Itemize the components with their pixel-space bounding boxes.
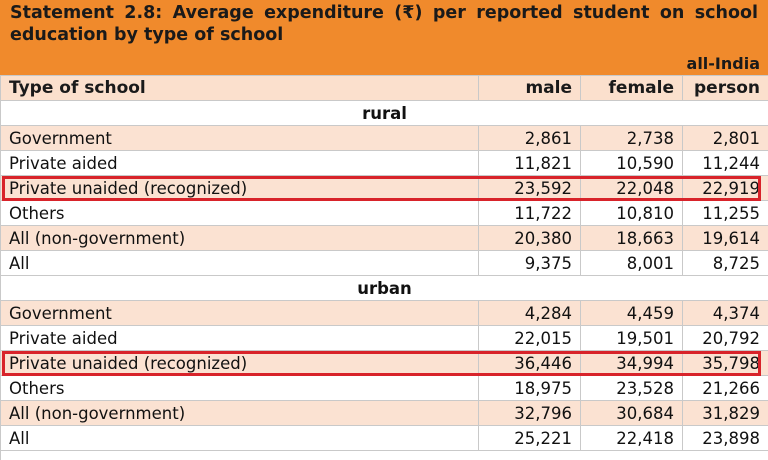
cell-person: 35,798	[682, 350, 768, 376]
cell-male: 23,592	[478, 175, 581, 201]
cell-male: 18,975	[478, 375, 581, 401]
row-label: Private aided	[0, 325, 479, 351]
section-row-rural: rural	[0, 100, 768, 126]
cell-female: 19,501	[580, 325, 683, 351]
row-label: Private unaided (recognized)	[0, 350, 479, 376]
column-header-person: person	[682, 75, 768, 101]
cell-person: 11,255	[682, 200, 768, 226]
column-header-type: Type of school	[0, 75, 479, 101]
row-label: All	[0, 425, 479, 451]
table-row: All (non-government) 32,796 30,684 31,82…	[0, 400, 768, 426]
scope-label: all-India	[686, 54, 760, 73]
section-label: rural	[0, 100, 768, 126]
table-row: Private unaided (recognized) 36,446 34,9…	[0, 350, 768, 376]
cell-male: 9,375	[478, 250, 581, 276]
table-row: All (non-government) 20,380 18,663 19,61…	[0, 225, 768, 251]
cell-male: 20,380	[478, 225, 581, 251]
cell-male: 22,015	[478, 325, 581, 351]
cell-person: 20,792	[682, 325, 768, 351]
cell-person: 21,266	[682, 375, 768, 401]
table-row: Private unaided (recognized) 23,592 22,0…	[0, 175, 768, 201]
cell-person: 31,829	[682, 400, 768, 426]
table-row: Government 4,284 4,459 4,374	[0, 300, 768, 326]
table-row: All 25,221 22,418 23,898	[0, 425, 768, 451]
table-row: Others 11,722 10,810 11,255	[0, 200, 768, 226]
table-row: Others 18,975 23,528 21,266	[0, 375, 768, 401]
cell-female: 22,048	[580, 175, 683, 201]
column-header-male: male	[478, 75, 581, 101]
cell-female: 18,663	[580, 225, 683, 251]
cell-male: 4,284	[478, 300, 581, 326]
cell-person: 19,614	[682, 225, 768, 251]
table-row: Government 2,861 2,738 2,801	[0, 125, 768, 151]
table-row: Private aided 22,015 19,501 20,792	[0, 325, 768, 351]
row-label: Government	[0, 300, 479, 326]
row-label: Others	[0, 200, 479, 226]
cell-female: 23,528	[580, 375, 683, 401]
section-row-urban: urban	[0, 275, 768, 301]
cell-person: 4,374	[682, 300, 768, 326]
expenditure-table: Type of school male female person rural …	[0, 75, 768, 460]
cell-person: 23,898	[682, 425, 768, 451]
cell-person: 22,919	[682, 175, 768, 201]
cell-female: 10,810	[580, 200, 683, 226]
cell-male: 25,221	[478, 425, 581, 451]
cell-male: 11,722	[478, 200, 581, 226]
cell-person: 2,801	[682, 125, 768, 151]
statement-title: Statement 2.8: Average expenditure (₹) p…	[10, 3, 758, 45]
column-header-female: female	[580, 75, 683, 101]
table-row: Private aided 11,821 10,590 11,244	[0, 150, 768, 176]
cell-female: 4,459	[580, 300, 683, 326]
row-label: All (non-government)	[0, 400, 479, 426]
cell-male: 36,446	[478, 350, 581, 376]
section-label: urban	[0, 275, 768, 301]
cell-male: 2,861	[478, 125, 581, 151]
row-label: All	[0, 250, 479, 276]
row-label: Others	[0, 375, 479, 401]
cell-female: 8,001	[580, 250, 683, 276]
row-label: All (non-government)	[0, 225, 479, 251]
row-label: Government	[0, 125, 479, 151]
cut-off-row	[0, 450, 768, 460]
row-label: Private aided	[0, 150, 479, 176]
table-header-row: Type of school male female person	[0, 75, 768, 101]
table-row: All 9,375 8,001 8,725	[0, 250, 768, 276]
cell-female: 30,684	[580, 400, 683, 426]
row-label: Private unaided (recognized)	[0, 175, 479, 201]
cell-female: 34,994	[580, 350, 683, 376]
statement-header: Statement 2.8: Average expenditure (₹) p…	[0, 0, 768, 75]
cell-person: 8,725	[682, 250, 768, 276]
cell-female: 2,738	[580, 125, 683, 151]
cell-female: 10,590	[580, 150, 683, 176]
cell-female: 22,418	[580, 425, 683, 451]
cell-person: 11,244	[682, 150, 768, 176]
cell-male: 11,821	[478, 150, 581, 176]
cell-male: 32,796	[478, 400, 581, 426]
